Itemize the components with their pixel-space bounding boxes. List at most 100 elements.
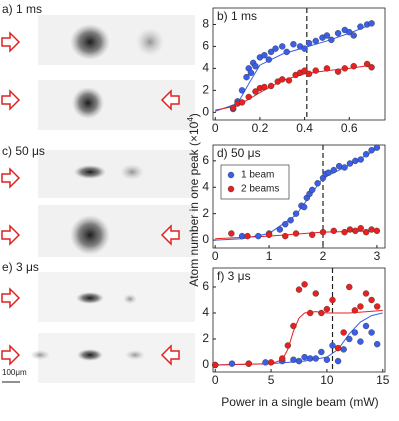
data-point [261,83,268,91]
y-tick-label: 0 [202,357,209,371]
legend-label: 2 beams [241,184,279,195]
data-point [279,355,286,362]
data-point [285,77,293,84]
data-point [228,230,235,237]
data-point [346,335,353,343]
data-point [350,62,357,70]
panel-title: d) 50 μs [217,146,261,160]
data-point [323,65,331,72]
data-point [245,93,252,101]
data-point [335,162,343,170]
data-point [368,329,375,336]
data-point [373,303,381,310]
data-point [318,348,325,356]
y-tick-label: 0 [202,104,209,118]
x-tick-label: 0.2 [252,121,269,135]
data-point [284,342,292,349]
image-label: a) 1 ms [2,2,42,16]
data-point [341,164,348,171]
absorption-images [1,15,195,383]
data-point [319,228,327,236]
fit-line [215,309,383,366]
y-tick-label: 8 [202,17,209,31]
data-point [362,290,370,297]
data-point [229,104,237,112]
data-point [312,67,319,74]
data-point [312,37,319,45]
data-point [238,232,246,240]
data-point [305,39,313,47]
data-point [357,156,364,163]
y-label-close: ) [187,113,201,117]
data-point [305,70,313,78]
y-tick-label: 6 [202,279,209,293]
y-tick-label: 4 [202,305,209,319]
data-point [312,290,319,297]
legend-label: 1 beam [241,170,274,181]
x-tick-label: 15 [376,373,390,387]
data-point [295,286,303,293]
data-point [265,56,273,63]
data-point [340,346,347,353]
x-tick-label: 0.4 [296,121,313,135]
data-point [368,296,375,304]
data-point [267,82,275,90]
data-point [309,231,316,238]
data-point [295,357,303,365]
data-point [255,232,262,240]
data-point [368,226,375,233]
data-point [306,355,314,362]
data-point [282,221,289,228]
legend-marker [227,171,235,179]
data-point [373,340,381,348]
x-tick-label: 3 [374,249,381,263]
image-label: c) 50 μs [2,144,45,158]
data-point [334,68,342,75]
data-point [334,30,342,37]
data-point [373,144,381,151]
data-point [357,338,364,345]
y-tick-label: 6 [202,39,209,53]
y-tick-label: 4 [202,179,209,193]
data-point [290,322,297,330]
data-point [318,309,325,317]
data-point [341,65,348,72]
data-point [262,359,269,366]
data-point [329,296,336,304]
data-point [352,227,359,235]
legend-box [220,164,290,200]
data-point [279,43,286,50]
panel-title: f) 3 μs [217,269,251,283]
data-point [267,48,275,56]
scale-bar-label: 100μm [2,368,27,377]
y-tick-label: 0 [202,232,209,246]
y-tick-label: 2 [202,331,209,345]
data-point [243,73,250,81]
y-label-exponent: 4 [186,117,195,122]
data-point [228,360,236,367]
data-point [282,232,289,240]
data-point [252,62,259,70]
data-point [212,361,219,369]
data-point [368,147,375,154]
data-point [323,356,331,363]
data-point [306,309,314,317]
data-point [373,227,381,235]
panel-title: b) 1 ms [217,9,257,23]
data-point [292,230,300,237]
x-axis-label: Power in a single beam (mW) [221,395,378,409]
data-point [300,203,308,211]
data-point [238,99,246,106]
data-point [351,329,359,336]
data-point [330,166,337,174]
data-point [276,226,284,233]
data-point [368,64,375,71]
data-point [357,224,364,232]
data-point [283,48,290,56]
data-point [314,180,321,187]
data-point [265,231,273,238]
data-point [350,32,357,39]
data-point [323,32,331,39]
data-point [301,45,308,52]
data-point [357,23,364,30]
